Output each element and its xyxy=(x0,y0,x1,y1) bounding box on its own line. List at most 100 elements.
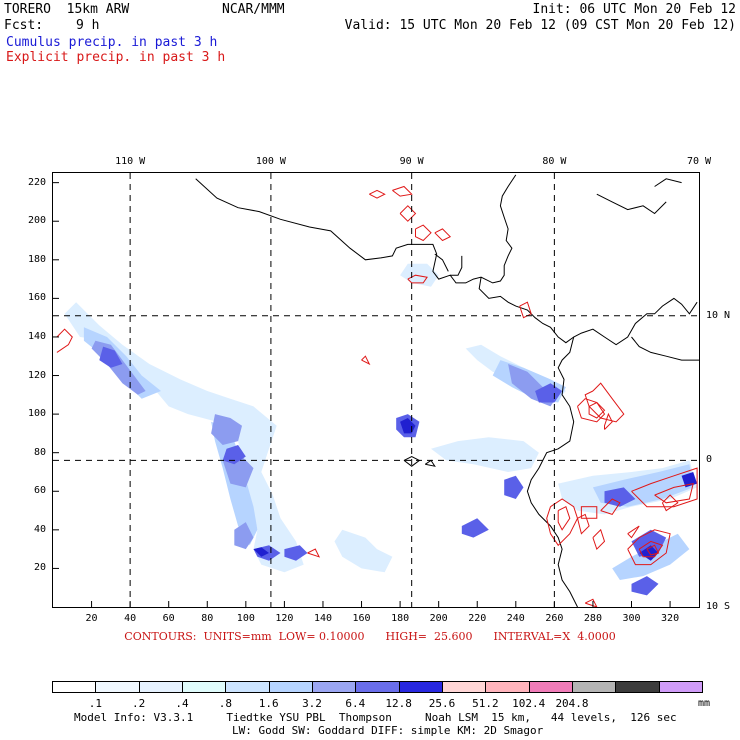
explicit-contour xyxy=(631,467,698,508)
forecast-label: Fcst: xyxy=(4,18,44,33)
coastline xyxy=(654,178,682,187)
field-cumulus-label: Cumulus precip. in past 3 h xyxy=(6,35,218,50)
x-tick-label: 40 xyxy=(124,613,137,624)
color-scale-swatch xyxy=(485,681,530,693)
explicit-contour xyxy=(369,189,386,199)
explicit-contour xyxy=(56,328,73,353)
color-scale-label: .2 xyxy=(132,697,146,710)
x-tick-label: 260 xyxy=(545,613,564,624)
longitude-label: 80 W xyxy=(542,156,567,167)
explicit-contour xyxy=(604,412,613,430)
explicit-contour-box xyxy=(580,506,598,519)
color-scale-label: .1 xyxy=(88,697,102,710)
color-scale-unit: mm xyxy=(698,698,711,709)
explicit-contour xyxy=(592,528,606,551)
cumulus-area xyxy=(284,545,308,561)
forecast-hours: 9 h xyxy=(76,18,100,33)
explicit-contour xyxy=(661,494,679,512)
x-tick-label: 140 xyxy=(313,613,332,624)
x-tick-label: 160 xyxy=(352,613,371,624)
coastline xyxy=(424,459,436,467)
x-tick-label: 200 xyxy=(429,613,448,624)
explicit-contour xyxy=(415,224,432,242)
y-tick-label: 180 xyxy=(27,253,46,265)
physics-info: LW: Godd SW: Goddard DIFF: simple KM: 2D… xyxy=(232,724,544,737)
cumulus-precip-layer xyxy=(64,263,698,596)
x-tick-label: 240 xyxy=(506,613,525,624)
latitude-label: 0 xyxy=(706,454,713,466)
explicit-contour xyxy=(638,540,664,558)
explicit-contour xyxy=(399,205,417,222)
explicit-contour xyxy=(577,398,606,423)
coastline xyxy=(434,253,449,272)
explicit-contour xyxy=(600,498,621,515)
center-label: NCAR/MMM xyxy=(222,2,285,17)
init-time: Init: 06 UTC Mon 20 Feb 12 xyxy=(532,2,737,17)
x-tick-label: 20 xyxy=(85,613,98,624)
x-tick-label: 120 xyxy=(275,613,294,624)
x-tick-label: 60 xyxy=(162,613,175,624)
color-scale-swatch xyxy=(182,681,227,693)
color-scale-label: 12.8 xyxy=(385,697,412,710)
color-scale-swatch xyxy=(225,681,270,693)
color-scale-swatch xyxy=(268,681,313,693)
latitude-label: 10 S xyxy=(706,601,731,612)
color-scale-label: 204.8 xyxy=(555,697,589,710)
explicit-precip-contours xyxy=(56,185,698,607)
cumulus-area xyxy=(431,437,539,472)
explicit-contour xyxy=(557,505,571,531)
explicit-contour xyxy=(307,548,321,558)
x-tick-label: 280 xyxy=(583,613,602,624)
cumulus-area xyxy=(604,487,636,507)
color-scale-swatch xyxy=(658,681,703,693)
model-title: TORERO 15km ARW xyxy=(4,2,130,17)
longitude-label: 110 W xyxy=(115,156,146,167)
cumulus-area xyxy=(334,529,393,573)
y-tick-label: 140 xyxy=(27,330,46,342)
explicit-contour xyxy=(646,544,660,556)
map-canvas xyxy=(53,173,699,607)
axis-tick-marks xyxy=(53,182,671,607)
y-tick-label: 160 xyxy=(27,292,46,304)
explicit-contour xyxy=(584,598,598,607)
color-scale-swatch xyxy=(52,681,97,693)
color-scale-swatch xyxy=(95,681,140,693)
color-scale-swatch xyxy=(615,681,660,693)
color-scale-swatch xyxy=(528,681,573,693)
cumulus-area xyxy=(504,475,524,499)
color-scale-label: 3.2 xyxy=(302,697,322,710)
cumulus-area xyxy=(234,522,254,550)
coastline xyxy=(526,336,578,607)
cumulus-area xyxy=(64,302,304,573)
model-info: Model Info: V3.3.1 Tiedtke YSU PBL Thomp… xyxy=(74,711,677,724)
color-scale-swatch xyxy=(138,681,183,693)
precip-map xyxy=(52,172,700,608)
cumulus-area xyxy=(631,576,659,596)
x-tick-label: 80 xyxy=(201,613,214,624)
explicit-contour xyxy=(407,274,428,284)
y-tick-label: 200 xyxy=(27,215,46,227)
explicit-contour xyxy=(627,529,671,566)
longitude-label: 100 W xyxy=(255,156,286,167)
explicit-contour xyxy=(627,525,640,539)
color-scale-label: 102.4 xyxy=(512,697,546,710)
explicit-contour xyxy=(434,228,452,242)
explicit-contour xyxy=(584,382,625,423)
explicit-contour xyxy=(392,185,413,197)
coastline xyxy=(450,255,463,276)
cumulus-area xyxy=(535,383,563,403)
contour-info: CONTOURS: UNITS=mm LOW= 0.10000 HIGH= 25… xyxy=(124,630,616,643)
longitude-label: 90 W xyxy=(399,156,424,167)
field-explicit-label: Explicit precip. in past 3 h xyxy=(6,50,226,65)
coastline xyxy=(596,193,667,215)
y-tick-label: 80 xyxy=(33,446,46,458)
color-scale-swatch xyxy=(312,681,357,693)
color-scale-swatch xyxy=(442,681,487,693)
cumulus-area xyxy=(461,518,489,538)
longitude-label: 70 W xyxy=(686,156,712,167)
explicit-contour xyxy=(546,498,579,547)
x-tick-label: 320 xyxy=(661,613,680,624)
x-tick-label: 180 xyxy=(391,613,410,624)
coastline xyxy=(478,277,698,346)
coastline xyxy=(631,336,699,361)
